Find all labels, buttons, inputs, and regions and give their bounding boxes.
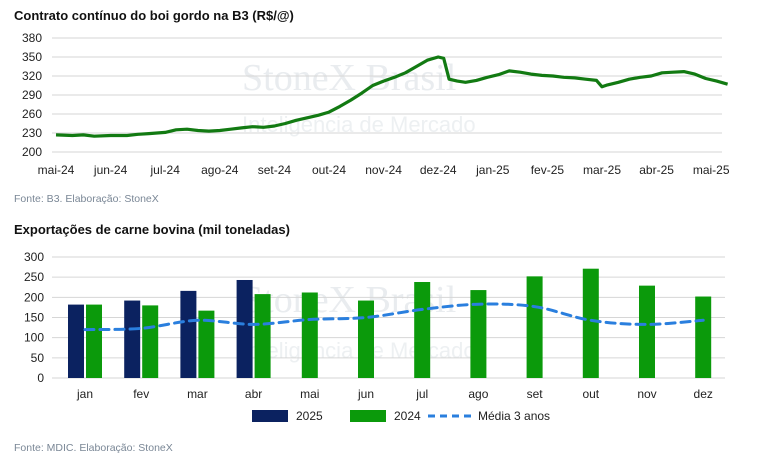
- chart2-xtick-label: jul: [415, 387, 428, 401]
- chart2-xtick-label: set: [527, 387, 544, 401]
- chart2-bar-2025: [236, 279, 253, 378]
- chart2-ytick-label: 50: [31, 351, 45, 365]
- chart2-ytick-label: 150: [24, 311, 44, 325]
- chart2-xtick-label: jun: [357, 387, 374, 401]
- legend-swatch-2024: [350, 410, 386, 422]
- chart2-ytick-label: 250: [24, 270, 44, 284]
- chart1-xtick-label: set-24: [258, 163, 292, 177]
- chart1-ytick-label: 200: [22, 145, 42, 159]
- chart1-line-chart: 200 230 260 290 320 350 380 mai-24 jun-24 jul-24 a…: [22, 31, 730, 177]
- chart1-xtick-label: abr-25: [639, 163, 674, 177]
- chart1-ytick-label: 350: [22, 50, 42, 64]
- chart2-bar-2025: [68, 304, 84, 378]
- chart1-ytick-label: 260: [22, 107, 42, 121]
- chart2-xtick-label: dez: [694, 387, 713, 401]
- chart1-source: Fonte: B3. Elaboração: StoneX: [14, 193, 159, 205]
- chart2-bar-2025: [124, 300, 141, 378]
- chart1-xtick-label: nov-24: [365, 163, 402, 177]
- chart1-xtick-label: mar-25: [583, 163, 621, 177]
- chart2-bar-2024: [582, 268, 599, 378]
- legend-label-average: Média 3 anos: [478, 409, 550, 423]
- chart2-ytick-label: 200: [24, 290, 44, 304]
- chart1-ytick-label: 290: [22, 88, 42, 102]
- chart2-bar-2024: [470, 290, 487, 378]
- chart1-xtick-label: jun-24: [93, 163, 128, 177]
- chart1-xtick-label: fev-25: [531, 163, 565, 177]
- legend-label-2024: 2024: [394, 409, 421, 423]
- chart2-xtick-label: mai: [300, 387, 319, 401]
- chart2-bar-2024: [639, 285, 655, 378]
- chart1-xtick-label: out-24: [312, 163, 346, 177]
- chart2-bar-2024: [301, 292, 318, 378]
- chart2-bar-2024: [526, 276, 543, 378]
- chart2-bar-2025: [180, 290, 197, 378]
- chart2-average-line: [83, 302, 705, 332]
- chart1-xtick-label: mai-24: [38, 163, 75, 177]
- chart1-series-line: [55, 55, 729, 138]
- chart2-bar-chart: 0 50 100 150 200 250 300 jan fev mar abr mai jun jul a…: [24, 250, 725, 423]
- chart1-xtick-label: mai-25: [693, 163, 730, 177]
- chart2-ytick-label: 100: [24, 331, 44, 345]
- chart2-xtick-label: nov: [637, 387, 656, 401]
- chart1-xtick-label: jul-24: [150, 163, 181, 177]
- legend-swatch-2025: [252, 410, 288, 422]
- chart2-title: Exportações de carne bovina (mil tonelad…: [14, 222, 290, 237]
- chart2-bar-2024: [198, 310, 215, 378]
- chart1-xtick-label: ago-24: [201, 163, 239, 177]
- chart2-bar-2024: [358, 300, 374, 378]
- chart2-xtick-label: out: [582, 387, 599, 401]
- chart2-bar-2024: [254, 294, 271, 378]
- chart1-ytick-label: 380: [22, 31, 42, 45]
- legend-label-2025: 2025: [296, 409, 323, 423]
- chart1-ytick-label: 320: [22, 69, 42, 83]
- chart2-xtick-label: fev: [133, 387, 149, 401]
- chart1-xtick-label: dez-24: [420, 163, 457, 177]
- chart2-bar-2024: [414, 282, 431, 378]
- chart1-xtick-label: jan-25: [475, 163, 510, 177]
- chart1-title: Contrato contínuo do boi gordo na B3 (R$…: [14, 8, 294, 23]
- chart2-bar-2024: [142, 305, 159, 378]
- chart2-ytick-label: 300: [24, 250, 44, 264]
- chart2-xtick-label: mar: [187, 387, 208, 401]
- chart2-xtick-label: ago: [468, 387, 488, 401]
- chart2-xtick-label: abr: [245, 387, 262, 401]
- chart1-ytick-label: 230: [22, 126, 42, 140]
- chart2-ytick-label: 0: [37, 371, 44, 385]
- chart2-xtick-label: jan: [76, 387, 93, 401]
- chart2-bar-2024: [695, 296, 712, 378]
- chart2-source: Fonte: MDIC. Elaboração: StoneX: [14, 442, 173, 454]
- chart2-bar-2024: [86, 304, 102, 378]
